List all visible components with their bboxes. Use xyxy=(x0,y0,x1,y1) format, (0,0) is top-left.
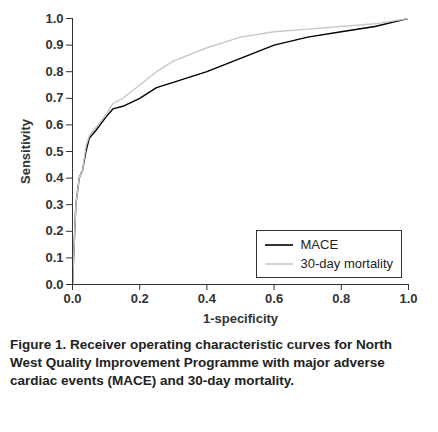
svg-text:0.6: 0.6 xyxy=(45,117,63,132)
svg-text:1.0: 1.0 xyxy=(399,291,417,306)
svg-text:1.0: 1.0 xyxy=(45,11,63,26)
svg-text:0.7: 0.7 xyxy=(45,90,63,105)
svg-text:0.8: 0.8 xyxy=(332,291,350,306)
svg-text:0.4: 0.4 xyxy=(198,291,217,306)
svg-text:1-specificity: 1-specificity xyxy=(203,311,279,326)
html-text:Figure 1. Receiver operating c: Figure 1. Receiver operating characteris… xyxy=(10,337,392,388)
svg-text:Sensitivity: Sensitivity xyxy=(18,118,33,184)
svg-text:0.4: 0.4 xyxy=(45,170,64,185)
svg-text:0.3: 0.3 xyxy=(45,197,63,212)
svg-text:0.5: 0.5 xyxy=(45,144,63,159)
svg-text:0.2: 0.2 xyxy=(131,291,149,306)
svg-text:0.2: 0.2 xyxy=(45,223,63,238)
svg-text:0.6: 0.6 xyxy=(265,291,283,306)
html-text:30-day mortality: 30-day mortality xyxy=(300,256,393,271)
html-text:MACE: MACE xyxy=(300,237,339,252)
svg-text:0.0: 0.0 xyxy=(45,277,63,292)
svg-text:0.1: 0.1 xyxy=(45,250,63,265)
svg-text:0.9: 0.9 xyxy=(45,37,63,52)
svg-text:0.8: 0.8 xyxy=(45,64,63,79)
svg-text:0.0: 0.0 xyxy=(63,291,81,306)
